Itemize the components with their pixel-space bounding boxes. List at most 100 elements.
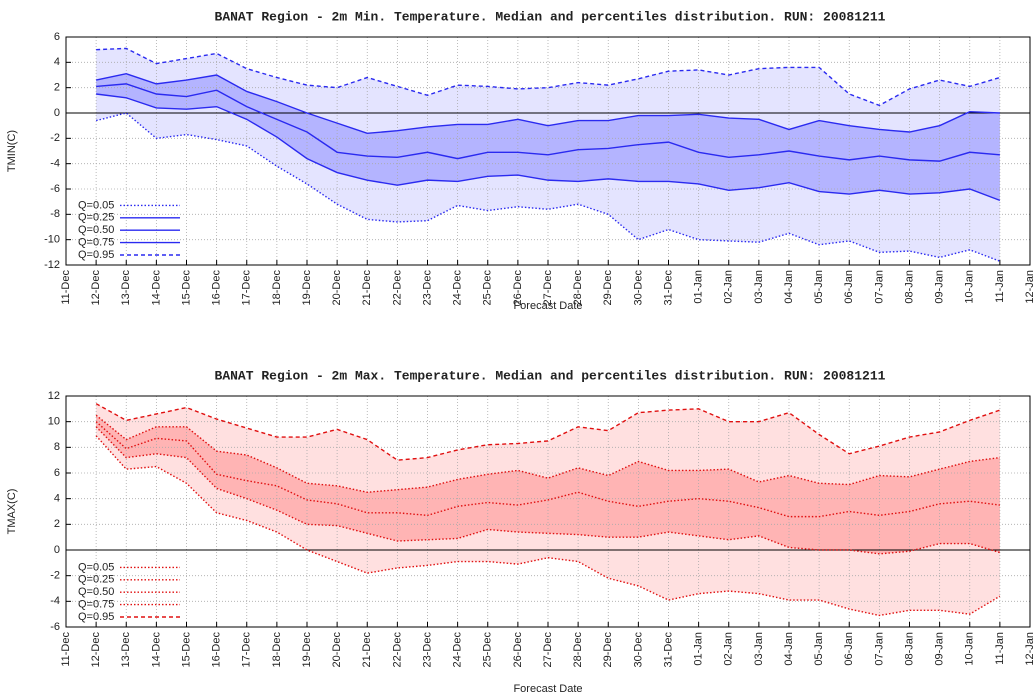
x-tick-label: 26-Dec — [512, 632, 524, 668]
percentile-band — [96, 73, 1000, 201]
series-line — [96, 83, 1000, 162]
x-tick-label: 10-Jan — [964, 632, 976, 666]
y-tick-label: -6 — [50, 183, 60, 195]
chart-title: BANAT Region - 2m Max. Temperature. Medi… — [215, 368, 886, 383]
series-line — [95, 426, 1001, 555]
x-tick-label: 13-Dec — [120, 270, 132, 306]
y-tick-label: -2 — [50, 570, 60, 582]
x-tick-label: 31-Dec — [662, 632, 674, 668]
x-tick-label: 15-Dec — [180, 270, 192, 306]
chart-title: BANAT Region - 2m Min. Temperature. Medi… — [215, 9, 886, 24]
y-tick-label: -8 — [50, 208, 60, 220]
x-tick-label: 17-Dec — [241, 632, 253, 668]
x-tick-label: 01-Jan — [693, 270, 705, 304]
series-line — [95, 403, 1001, 461]
series-line — [95, 421, 1000, 518]
legend-label: Q=0.95 — [78, 611, 114, 623]
x-tick-label: 11-Jan — [994, 270, 1006, 303]
x-tick-label: 18-Dec — [271, 270, 283, 306]
y-tick-label: 4 — [54, 56, 60, 68]
series-line — [95, 435, 1001, 617]
plot-frame — [65, 36, 1031, 266]
x-axis-label: Forecast Date — [513, 300, 582, 312]
x-tick-label: 15-Dec — [180, 632, 192, 668]
x-tick-label: 03-Jan — [753, 632, 765, 666]
x-tick-label: 04-Jan — [783, 632, 795, 666]
y-tick-label: 6 — [54, 31, 60, 43]
y-tick-label: -10 — [44, 234, 60, 246]
x-tick-label: 24-Dec — [452, 270, 464, 306]
x-tick-label: 24-Dec — [452, 632, 464, 668]
x-tick-label: 18-Dec — [271, 632, 283, 668]
legend-label: Q=0.50 — [78, 224, 114, 236]
x-tick-label: 26-Dec — [512, 270, 524, 306]
series-line — [96, 93, 1001, 202]
series-line — [95, 73, 1000, 134]
x-tick-label: 20-Dec — [331, 632, 343, 668]
x-axis-label: Forecast Date — [513, 683, 582, 695]
x-tick-label: 22-Dec — [391, 270, 403, 306]
legend-label: Q=0.75 — [78, 599, 114, 611]
x-tick-label: 08-Jan — [903, 270, 915, 304]
x-tick-label: 11-Jan — [994, 632, 1006, 665]
x-tick-label: 28-Dec — [572, 270, 584, 306]
y-tick-label: 8 — [54, 441, 60, 453]
y-tick-label: 4 — [54, 493, 60, 505]
y-axis-label: TMAX(C) — [6, 489, 18, 535]
x-tick-label: 23-Dec — [421, 632, 433, 668]
x-tick-label: 06-Jan — [843, 632, 855, 666]
x-tick-label: 06-Jan — [843, 270, 855, 304]
x-tick-label: 30-Dec — [632, 632, 644, 668]
x-tick-label: 07-Jan — [873, 632, 885, 666]
y-tick-label: -6 — [50, 621, 60, 633]
x-tick-label: 14-Dec — [150, 632, 162, 668]
legend-label: Q=0.95 — [78, 249, 114, 261]
x-tick-label: 21-Dec — [361, 632, 373, 668]
x-tick-label: 29-Dec — [602, 632, 614, 668]
x-tick-label: 22-Dec — [391, 632, 403, 668]
x-tick-label: 11-Dec — [60, 632, 72, 667]
x-tick-label: 09-Jan — [934, 632, 946, 666]
x-tick-label: 28-Dec — [572, 632, 584, 668]
y-tick-label: 10 — [48, 416, 60, 428]
x-tick-label: 27-Dec — [542, 632, 554, 668]
x-tick-label: 12-Jan — [1024, 270, 1035, 304]
x-tick-label: 04-Jan — [783, 270, 795, 304]
x-tick-label: 21-Dec — [361, 270, 373, 306]
x-tick-label: 05-Jan — [813, 632, 825, 666]
legend-label: Q=0.25 — [78, 212, 114, 224]
x-tick-label: 12-Dec — [90, 270, 102, 306]
x-tick-label: 29-Dec — [602, 270, 614, 306]
x-tick-label: 12-Dec — [90, 632, 102, 668]
percentile-band — [96, 415, 1000, 554]
x-tick-label: 05-Jan — [813, 270, 825, 304]
x-tick-label: 01-Jan — [693, 632, 705, 666]
x-tick-label: 14-Dec — [150, 270, 162, 306]
x-tick-label: 13-Dec — [120, 632, 132, 668]
x-tick-label: 07-Jan — [873, 270, 885, 304]
plot-frame — [65, 395, 1031, 628]
y-tick-label: -4 — [50, 158, 60, 170]
y-axis-label: TMIN(C) — [6, 130, 18, 172]
y-tick-label: -4 — [50, 595, 60, 607]
legend-label: Q=0.05 — [78, 199, 114, 211]
x-tick-label: 03-Jan — [753, 270, 765, 304]
x-tick-label: 10-Jan — [964, 270, 976, 304]
x-tick-label: 08-Jan — [903, 632, 915, 666]
legend-label: Q=0.05 — [78, 561, 114, 573]
legend-label: Q=0.75 — [78, 237, 114, 249]
x-tick-label: 02-Jan — [723, 270, 735, 304]
y-tick-label: -2 — [50, 132, 60, 144]
x-tick-label: 12-Jan — [1024, 632, 1035, 666]
x-tick-label: 23-Dec — [421, 270, 433, 306]
y-tick-label: 2 — [54, 82, 60, 94]
legend-label: Q=0.25 — [78, 574, 114, 586]
y-tick-label: 12 — [48, 390, 60, 402]
x-tick-label: 30-Dec — [632, 270, 644, 306]
y-tick-label: 6 — [54, 467, 60, 479]
x-tick-label: 25-Dec — [482, 632, 494, 668]
x-tick-label: 31-Dec — [662, 270, 674, 306]
x-tick-label: 27-Dec — [542, 270, 554, 306]
y-tick-label: 2 — [54, 518, 60, 530]
